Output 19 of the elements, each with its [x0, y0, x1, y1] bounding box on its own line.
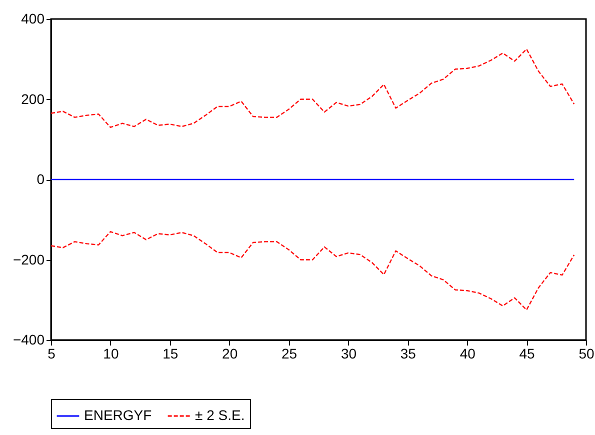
x-tick-label: 45	[519, 346, 536, 362]
x-tick-label: 20	[222, 346, 238, 362]
y-tick-label: 200	[21, 90, 45, 107]
x-tick-label: 15	[162, 346, 178, 362]
legend-label: ENERGYF	[84, 407, 152, 423]
x-tick-label: 30	[340, 346, 357, 362]
y-tick-label: −400	[12, 332, 45, 348]
line-series	[51, 231, 575, 311]
x-tick-label: 25	[281, 346, 298, 362]
x-tick-label: 50	[578, 346, 594, 362]
y-tick-label: −200	[12, 251, 45, 268]
x-tick-label: 40	[460, 346, 476, 362]
legend-label: ± 2 S.E.	[195, 407, 245, 423]
y-tick-label: 400	[21, 10, 45, 26]
x-tick-label: 10	[103, 346, 119, 362]
x-tick-label: 5	[48, 346, 56, 362]
x-tick-label: 35	[400, 346, 416, 362]
y-tick-label: 0	[36, 171, 45, 187]
line-series	[51, 48, 575, 128]
